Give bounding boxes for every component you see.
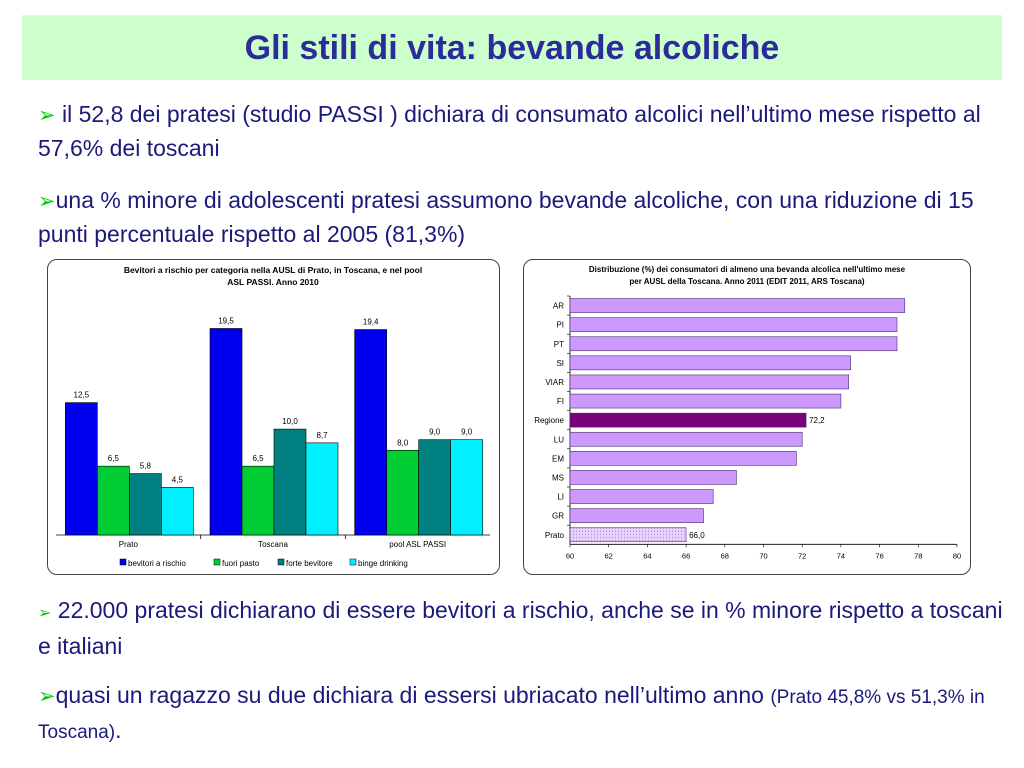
bar-value-label: 9,0 [429, 428, 441, 437]
x-tick-label: Prato [119, 540, 139, 549]
bar [569, 431, 803, 447]
bar-value-label: 4,5 [172, 475, 184, 484]
bar-value-label: 8,0 [397, 438, 409, 447]
bar-value-label: 19,4 [363, 318, 379, 327]
bar-value-label: 5,8 [140, 462, 152, 471]
bar [569, 355, 851, 371]
x-tick-label: 80 [953, 551, 961, 560]
legend-swatch [277, 558, 285, 566]
slide-title: Gli stili di vita: bevande alcoliche [244, 28, 780, 67]
bullet-bevitori-rischio: ➢ 22.000 pratesi dichiarano di essere be… [38, 594, 1013, 662]
bar [129, 473, 162, 536]
x-tick-label: 68 [721, 551, 729, 560]
arrow-bullet-icon: ➢ [38, 190, 56, 213]
y-tick-label: SI [556, 359, 564, 368]
bar-value-label: 12,5 [74, 391, 90, 400]
x-tick-label: 60 [566, 551, 574, 560]
bar-value-label: 19,5 [218, 316, 234, 325]
bullet-passi: ➢ il 52,8 dei pratesi (studio PASSI ) di… [38, 98, 1013, 164]
chart-distribuzione-consumatori: Distribuzione (%) dei consumatori di alm… [523, 259, 971, 575]
bullet-end: . [115, 717, 122, 743]
bar-value-label: 6,5 [108, 454, 120, 463]
bar [569, 527, 687, 543]
title-banner: Gli stili di vita: bevande alcoliche [22, 15, 1002, 80]
y-tick-label: LI [557, 493, 564, 502]
y-tick-label: PI [556, 321, 564, 330]
x-tick-label: 74 [837, 551, 845, 560]
arrow-bullet-icon: ➢ [38, 605, 52, 622]
x-tick-label: 72 [798, 551, 806, 560]
bullet-text: 22.000 pratesi dichiarano di essere bevi… [38, 597, 1003, 659]
bar [569, 336, 898, 352]
chart-title: ASL PASSI. Anno 2010 [227, 277, 319, 287]
bar [450, 439, 483, 536]
arrow-bullet-icon: ➢ [38, 104, 56, 127]
bar [569, 412, 807, 428]
legend-label: binge drinking [358, 559, 408, 568]
bar [569, 374, 849, 390]
bar [354, 329, 387, 536]
y-tick-label: GR [552, 512, 564, 521]
x-tick-label: pool ASL PASSI [389, 540, 446, 549]
y-tick-label: Prato [545, 531, 565, 540]
x-tick-label: 62 [605, 551, 613, 560]
bar-value-label: 8,7 [316, 431, 328, 440]
bar [569, 508, 704, 523]
legend-label: bevitori a rischio [128, 559, 186, 568]
legend-swatch [119, 558, 127, 566]
chart-title: per AUSL della Toscana. Anno 2011 (EDIT … [629, 277, 865, 286]
y-tick-label: Regione [534, 416, 564, 425]
bullet-adolescenti: ➢una % minore di adolescenti pratesi ass… [38, 184, 1013, 250]
y-tick-label: EM [552, 454, 564, 463]
x-tick-label: 78 [914, 551, 922, 560]
bar [386, 449, 419, 536]
y-tick-label: LU [554, 435, 564, 444]
bar-value-label: 9,0 [461, 428, 473, 437]
bar [569, 393, 842, 409]
bar [241, 465, 275, 536]
bar [161, 487, 194, 536]
bar-value-label: 66,0 [689, 531, 705, 540]
bar [418, 439, 451, 536]
chart-distribuzione-svg: Distribuzione (%) dei consumatori di alm… [534, 265, 961, 560]
bar [569, 451, 797, 466]
y-tick-label: AR [553, 302, 564, 311]
legend-swatch [349, 558, 357, 566]
x-tick-label: 66 [682, 551, 690, 560]
x-tick-label: Toscana [258, 540, 288, 549]
bullet-text: il 52,8 dei pratesi (studio PASSI ) dich… [38, 101, 981, 161]
y-tick-label: FI [557, 397, 564, 406]
bar [569, 317, 898, 332]
x-tick-label: 64 [643, 551, 651, 560]
bar [97, 465, 130, 536]
y-tick-label: MS [552, 473, 564, 482]
bar [209, 328, 243, 536]
bar [305, 442, 339, 536]
bar [273, 428, 307, 536]
bar [569, 489, 714, 504]
chart-bevitori-svg: Bevitori a rischio per categoria nella A… [56, 265, 490, 568]
legend-label: forte bevitore [286, 559, 333, 568]
bullet-text: una % minore di adolescenti pratesi assu… [38, 187, 974, 247]
bar [569, 298, 906, 313]
bullet-ubriacato: ➢quasi un ragazzo su due dichiara di ess… [38, 679, 1013, 749]
bullet-note: (Prato 45,8% vs 51,3% in Toscana) [38, 687, 985, 743]
bar-value-label: 6,5 [252, 454, 264, 463]
bar [65, 402, 98, 536]
legend-label: fuori pasto [222, 559, 260, 568]
arrow-bullet-icon: ➢ [38, 685, 56, 708]
bar [569, 470, 737, 485]
bar-value-label: 10,0 [282, 417, 298, 426]
bullet-text: quasi un ragazzo su due dichiara di esse… [55, 682, 771, 708]
chart-bevitori-rischio: Bevitori a rischio per categoria nella A… [47, 259, 500, 575]
legend-swatch [213, 558, 221, 566]
x-tick-label: 70 [759, 551, 767, 560]
bar-value-label: 72,2 [809, 416, 825, 425]
chart-title: Bevitori a rischio per categoria nella A… [124, 265, 422, 275]
x-tick-label: 76 [875, 551, 883, 560]
y-tick-label: VIAR [545, 378, 564, 387]
y-tick-label: PT [554, 340, 564, 349]
chart-title: Distribuzione (%) dei consumatori di alm… [589, 265, 906, 274]
